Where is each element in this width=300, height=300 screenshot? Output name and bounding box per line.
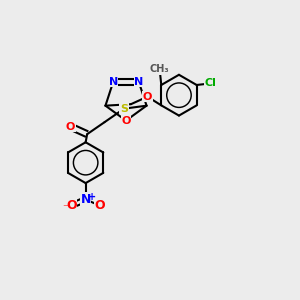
Text: O: O [143, 92, 152, 102]
Text: O: O [121, 116, 131, 126]
Text: +: + [88, 192, 96, 202]
Text: CH₃: CH₃ [150, 64, 170, 74]
Text: O: O [95, 199, 105, 212]
Text: O: O [66, 199, 76, 212]
Text: O: O [66, 122, 75, 132]
Text: N: N [80, 193, 91, 206]
Text: N: N [109, 76, 118, 86]
Text: ⁻: ⁻ [62, 204, 68, 214]
Text: N: N [134, 76, 143, 86]
Text: S: S [120, 104, 128, 114]
Text: Cl: Cl [204, 79, 216, 88]
